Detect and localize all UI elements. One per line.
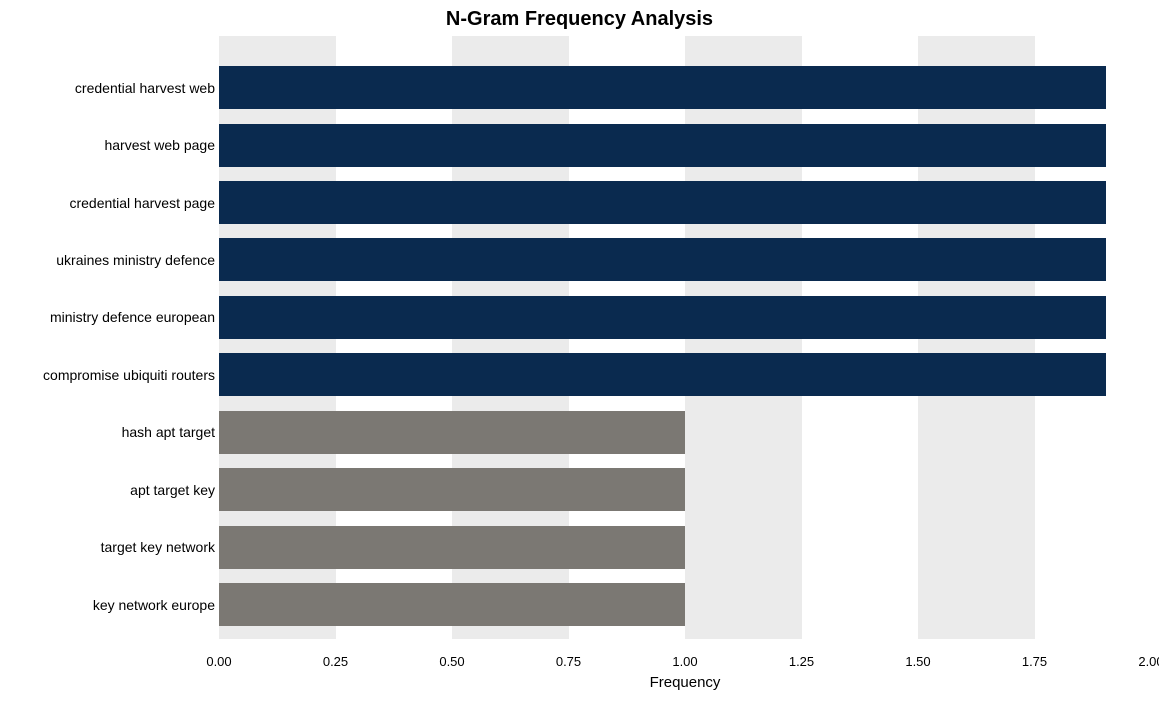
chart-title: N-Gram Frequency Analysis	[0, 8, 1159, 31]
x-axis-tick-label: 0.75	[556, 654, 581, 669]
x-axis-tick-label: 1.50	[905, 654, 930, 669]
ngram-frequency-chart: N-Gram Frequency Analysis credential har…	[0, 0, 1159, 701]
bar	[219, 238, 1106, 281]
y-axis-label: key network europe	[0, 597, 215, 613]
plot-area	[219, 36, 1151, 639]
y-axis-label: apt target key	[0, 482, 215, 498]
bar	[219, 181, 1106, 224]
x-axis-tick-label: 0.00	[206, 654, 231, 669]
bars-container	[219, 36, 1151, 639]
y-axis-label: target key network	[0, 539, 215, 555]
x-axis-tick-label: 1.00	[672, 654, 697, 669]
y-axis-label: compromise ubiquiti routers	[0, 367, 215, 383]
x-axis-tick-label: 1.25	[789, 654, 814, 669]
bar	[219, 526, 685, 569]
x-axis-tick-label: 2.00	[1138, 654, 1159, 669]
bar	[219, 583, 685, 626]
y-axis-label: ukraines ministry defence	[0, 252, 215, 268]
bar	[219, 66, 1106, 109]
x-axis-tick-label: 1.75	[1022, 654, 1047, 669]
y-axis-label: credential harvest web	[0, 80, 215, 96]
bar	[219, 296, 1106, 339]
y-axis-label: hash apt target	[0, 424, 215, 440]
y-axis-label: credential harvest page	[0, 195, 215, 211]
bar	[219, 468, 685, 511]
y-axis-labels: credential harvest web harvest web page cr…	[0, 36, 215, 639]
bar	[219, 411, 685, 454]
x-axis-tick-label: 0.50	[439, 654, 464, 669]
y-axis-label: ministry defence european	[0, 309, 215, 325]
bar	[219, 353, 1106, 396]
bar	[219, 124, 1106, 167]
x-axis-title: Frequency	[219, 674, 1151, 691]
y-axis-label: harvest web page	[0, 137, 215, 153]
x-axis-tick-label: 0.25	[323, 654, 348, 669]
